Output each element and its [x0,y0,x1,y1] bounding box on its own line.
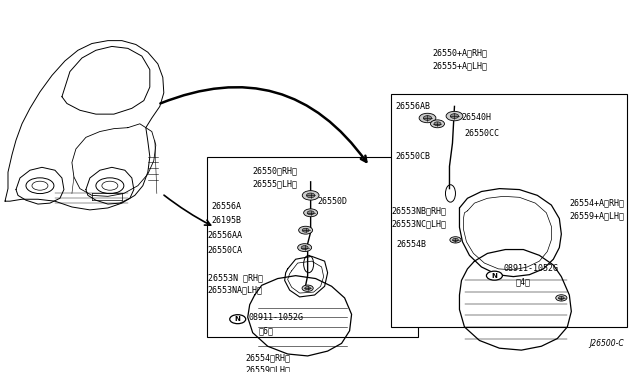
Circle shape [450,237,461,243]
Circle shape [452,238,458,241]
Circle shape [559,296,564,299]
Text: 26555+A〈LH〉: 26555+A〈LH〉 [433,61,488,70]
Text: 26195B: 26195B [212,216,242,225]
Circle shape [302,191,319,200]
Text: 26550+A〈RH〉: 26550+A〈RH〉 [433,49,488,58]
Circle shape [307,211,314,215]
Text: （4）: （4） [515,277,531,286]
Text: 26555〈LH〉: 26555〈LH〉 [253,179,298,188]
Text: 26553NC〈LH〉: 26553NC〈LH〉 [392,219,447,228]
Text: 26550CC: 26550CC [465,129,499,138]
Circle shape [303,209,317,217]
Text: 26554B: 26554B [397,240,426,249]
Text: 26550CB: 26550CB [396,152,431,161]
Circle shape [302,228,309,232]
Text: 08911-1052G: 08911-1052G [504,264,559,273]
Bar [390,94,627,327]
Text: 26553N 〈RH〉: 26553N 〈RH〉 [208,273,263,282]
Circle shape [423,116,432,121]
Text: 26559〈LH〉: 26559〈LH〉 [246,365,291,372]
Circle shape [446,111,463,121]
Circle shape [486,271,502,280]
Text: 26556A: 26556A [212,202,242,211]
Circle shape [434,122,441,126]
Text: 26553NA〈LH〉: 26553NA〈LH〉 [208,286,263,295]
Circle shape [299,226,312,234]
Text: N: N [492,273,497,279]
Text: 26554〈RH〉: 26554〈RH〉 [246,353,291,362]
Circle shape [298,244,312,251]
Text: 26550D: 26550D [317,197,348,206]
Text: （6）: （6） [259,326,274,335]
Text: 08911-1052G: 08911-1052G [249,313,304,322]
Bar [207,157,417,337]
Text: 26554+A〈RH〉: 26554+A〈RH〉 [570,199,625,208]
Text: 26550CA: 26550CA [208,246,243,255]
Text: 26540H: 26540H [461,113,492,122]
Circle shape [431,120,444,128]
Text: 26559+A〈LH〉: 26559+A〈LH〉 [570,211,625,220]
Text: 26553NB〈RH〉: 26553NB〈RH〉 [392,206,447,215]
Circle shape [556,295,567,301]
Circle shape [305,287,310,290]
Text: 26550〈RH〉: 26550〈RH〉 [253,167,298,176]
Circle shape [230,315,246,324]
Text: 26556AB: 26556AB [396,102,431,111]
Circle shape [451,114,459,118]
Circle shape [419,113,436,123]
Circle shape [301,246,308,250]
Text: J26500-C: J26500-C [589,339,624,348]
Circle shape [307,193,315,198]
Text: N: N [235,316,241,322]
Circle shape [302,285,313,291]
Text: 26556AA: 26556AA [208,231,243,240]
